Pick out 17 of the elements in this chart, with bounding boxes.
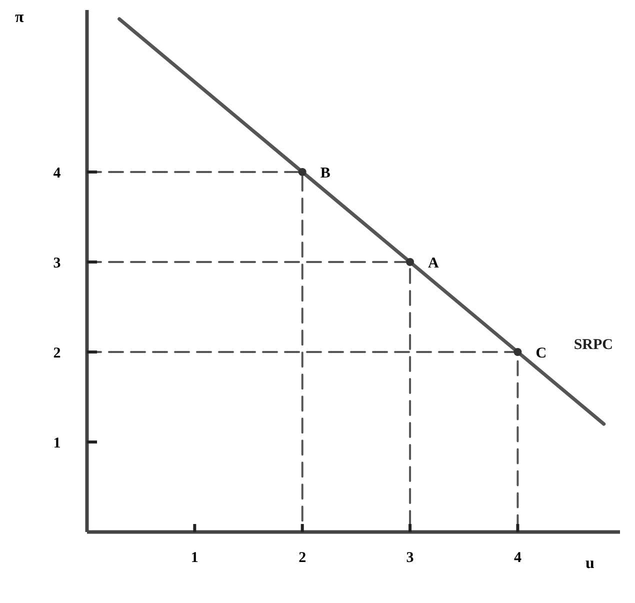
- x-tick-label: 4: [514, 550, 522, 566]
- annotation: B: [320, 165, 330, 182]
- y-tick-label: 1: [53, 435, 61, 452]
- x-tick-label: 2: [298, 550, 306, 566]
- text: SRPC: [574, 337, 614, 353]
- annotation: A: [428, 255, 440, 272]
- y-tick-label: 3: [53, 255, 61, 272]
- x-axis-title: u: [586, 555, 595, 572]
- point: [298, 168, 306, 176]
- annotation: C: [536, 345, 547, 362]
- point: [406, 258, 414, 266]
- y-tick-label: 2: [53, 345, 61, 362]
- x-tick-label: 3: [406, 550, 414, 566]
- y-tick-label: 4: [53, 165, 62, 182]
- x-tick-label: 1: [190, 550, 198, 566]
- point: [514, 348, 522, 356]
- y-axis-title: π: [15, 9, 24, 26]
